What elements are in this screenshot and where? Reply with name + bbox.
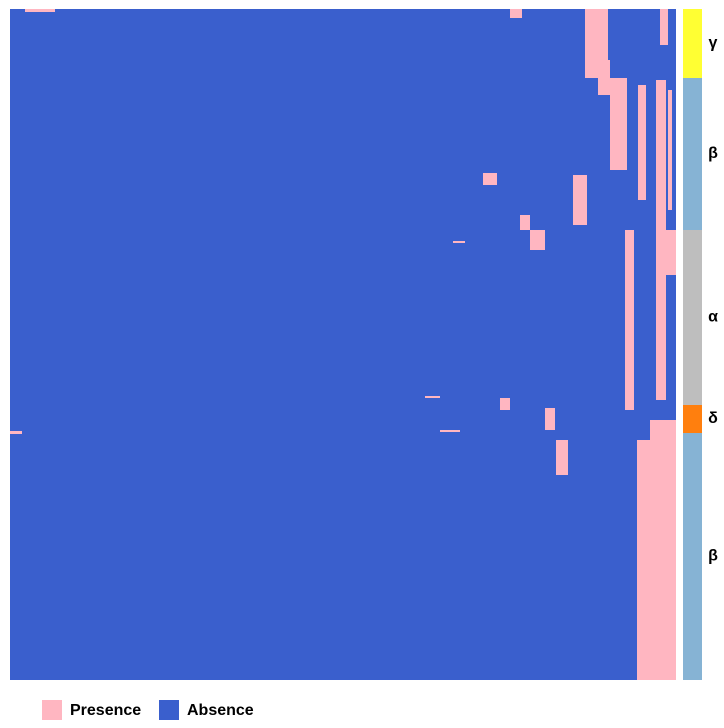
group-band <box>683 433 702 680</box>
group-label: β <box>708 548 718 565</box>
legend-label: Presence <box>70 702 141 719</box>
group-band <box>683 230 702 405</box>
group-label: γ <box>709 35 718 52</box>
group-label: δ <box>708 410 718 427</box>
group-label: α <box>708 309 718 326</box>
legend-swatch <box>159 700 179 720</box>
absence-background <box>10 9 676 680</box>
legend: Presence Absence <box>42 700 254 720</box>
presence-blocks <box>10 9 676 680</box>
group-band <box>683 405 702 433</box>
presence-absence-matrix <box>10 9 676 680</box>
legend-swatch <box>42 700 62 720</box>
legend-label: Absence <box>187 702 254 719</box>
group-label: β <box>708 145 718 162</box>
group-sidebar: γ β α δ β <box>683 9 718 680</box>
group-band <box>683 78 702 230</box>
group-band <box>683 9 702 78</box>
